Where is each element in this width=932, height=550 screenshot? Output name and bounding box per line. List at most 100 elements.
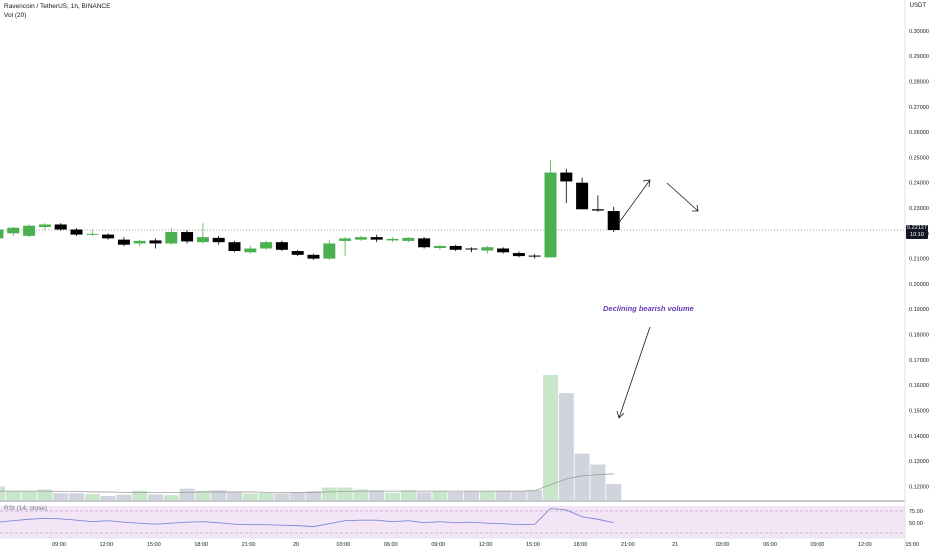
annotation-text[interactable]: Declining bearish volume — [603, 304, 694, 313]
volume-bar — [21, 491, 37, 500]
time-axis-label: 12:00 — [479, 542, 493, 548]
volume-bar — [385, 492, 400, 500]
candle-bearish — [54, 224, 67, 230]
arrow-down-head — [692, 204, 699, 212]
volume-bar — [353, 489, 369, 500]
rsi-axis-label: 50.00 — [909, 521, 923, 527]
volume-bar — [116, 494, 132, 500]
symbol-legend[interactable]: Ravencoin / TetherUS, 1h, BINANCE — [4, 3, 111, 10]
price-axis-label: 0.26000 — [909, 130, 929, 136]
candle-bullish — [260, 242, 273, 249]
candle-bullish — [323, 243, 336, 259]
time-axis-label: 03:00 — [337, 542, 351, 548]
candle-bullish — [196, 237, 209, 243]
arrow-down-projection[interactable] — [666, 182, 699, 212]
time-axis[interactable]: 09:00 12:00 15:00 18:00 21:00 20 03:00 06:00 09:… — [52, 542, 919, 548]
volume-bar — [37, 489, 53, 500]
candle-bearish — [418, 238, 431, 248]
candle-bullish — [133, 240, 146, 244]
candle-bearish — [370, 237, 383, 240]
volume-bar — [590, 464, 606, 500]
candle-bearish — [607, 211, 620, 231]
time-axis-label: 09:00 — [811, 542, 825, 548]
candle-bearish — [528, 255, 541, 257]
volume-bar — [464, 491, 479, 500]
volume-bar — [543, 375, 558, 500]
volume-histogram — [0, 375, 622, 500]
volume-bar — [69, 493, 84, 500]
volume-bar — [148, 494, 163, 500]
time-axis-label: 03:00 — [716, 542, 730, 548]
time-axis-label: 18:00 — [194, 542, 208, 548]
price-axis-label: 0.30000 — [909, 29, 929, 35]
currency-label: USDT — [909, 3, 926, 9]
time-axis-label: 20 — [293, 542, 299, 548]
price-axis[interactable]: 0.30000 0.29000 0.28000 0.27000 0.26000 0.250… — [909, 29, 929, 491]
volume-legend[interactable]: Vol (20) — [4, 12, 27, 19]
volume-bar — [84, 493, 100, 500]
volume-bar — [527, 489, 543, 500]
candle-bullish — [544, 172, 557, 258]
time-axis-label: 12:00 — [100, 542, 114, 548]
candle-bullish — [244, 248, 257, 253]
last-price-tag: 0.22127 10:10 — [906, 225, 928, 239]
volume-bar — [306, 491, 321, 500]
rsi-legend[interactable]: RSI (14, close) — [4, 505, 47, 512]
volume-bar — [337, 487, 353, 500]
volume-bar — [606, 483, 622, 500]
time-axis-label: 21:00 — [621, 542, 635, 548]
candle-bullish — [86, 233, 99, 235]
price-axis-label: 0.14000 — [909, 434, 929, 440]
drawing-arrows[interactable] — [616, 179, 699, 419]
volume-bar — [321, 487, 337, 500]
price-axis-label: 0.21000 — [909, 257, 929, 263]
volume-bar — [416, 492, 432, 500]
candle-bearish — [291, 251, 304, 255]
time-axis-label: 18:00 — [574, 542, 588, 548]
volume-ma-line — [0, 473, 614, 493]
candle-bearish — [465, 248, 478, 250]
candle-bullish — [386, 238, 399, 241]
volume-bar — [448, 491, 464, 500]
candle-bullish — [481, 247, 494, 251]
volume-bar — [274, 493, 290, 500]
last-price-value: 0.22127 — [907, 225, 927, 231]
candle-bullish — [354, 237, 367, 240]
time-axis-label: 09:00 — [431, 542, 445, 548]
volume-bar — [242, 493, 258, 500]
volume-bar — [574, 453, 590, 500]
price-axis-label: 0.29000 — [909, 54, 929, 60]
arrow-up-projection[interactable] — [617, 179, 651, 225]
price-axis-label: 0.15000 — [909, 408, 929, 414]
rsi-pane-background — [0, 506, 905, 538]
candle-bearish — [228, 242, 241, 252]
candle-bullish — [38, 224, 51, 227]
volume-bar — [0, 486, 5, 500]
time-axis-label: 15:00 — [526, 542, 540, 548]
arrow-up-head — [642, 179, 651, 188]
candle-bearish — [576, 182, 589, 210]
arrow-volume-pointer[interactable] — [618, 326, 651, 419]
price-axis-label: 0.20000 — [909, 282, 929, 288]
candle-bearish — [497, 248, 510, 253]
volume-bar — [100, 495, 116, 500]
price-axis-label: 0.27000 — [909, 105, 929, 111]
candle-bullish — [165, 232, 178, 244]
price-axis-label: 0.23000 — [909, 206, 929, 212]
time-axis-label: 15:00 — [905, 542, 919, 548]
candles — [0, 159, 620, 260]
time-axis-label: 12:00 — [858, 542, 872, 548]
candle-bullish — [7, 227, 20, 234]
volume-bar — [479, 491, 495, 500]
price-axis-label: 0.17000 — [909, 358, 929, 364]
candle-bearish — [149, 240, 162, 244]
price-axis-label: 0.18000 — [909, 333, 929, 339]
time-axis-label: 21:00 — [242, 542, 256, 548]
candle-bearish — [307, 254, 320, 259]
candle-bearish — [212, 237, 225, 243]
candle-bearish — [102, 234, 115, 239]
candle-bearish — [70, 229, 83, 235]
time-axis-label: 21 — [672, 542, 678, 548]
candle-bearish — [591, 209, 604, 211]
